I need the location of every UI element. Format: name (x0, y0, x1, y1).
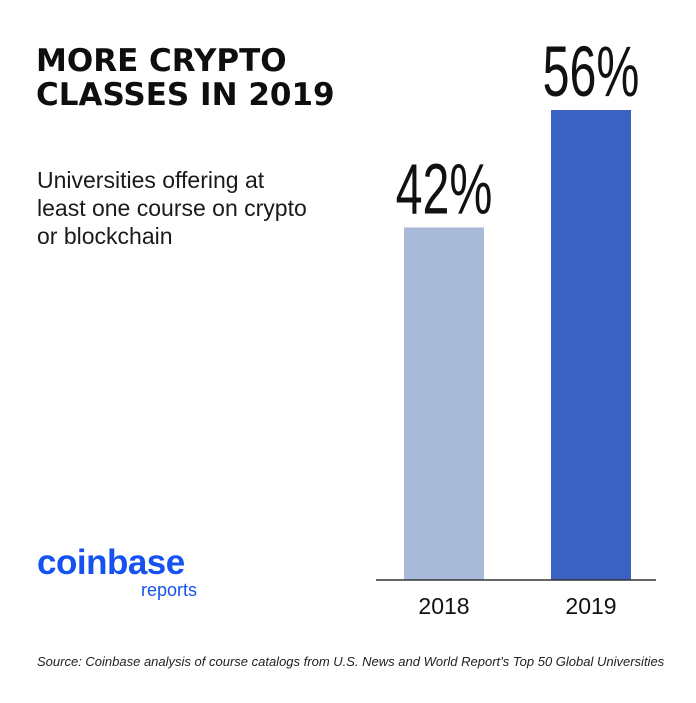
bar-2018 (404, 227, 484, 580)
chart-title: MORE CRYPTO CLASSES IN 2019 (36, 43, 335, 113)
x-tick-label-2019: 2019 (565, 593, 616, 619)
data-label-2019: 56% (543, 32, 640, 112)
logo-wordmark: coinbase (37, 543, 185, 582)
source-note: Source: Coinbase analysis of course cata… (37, 654, 665, 669)
coinbase-reports-logo: coinbase reports (37, 543, 207, 600)
logo-subtext: reports (140, 580, 197, 600)
chart-subtitle: Universities offering at least one cours… (37, 167, 307, 249)
bar-2019 (551, 110, 631, 580)
x-tick-label-2018: 2018 (418, 593, 469, 619)
data-label-2018: 42% (396, 149, 493, 229)
